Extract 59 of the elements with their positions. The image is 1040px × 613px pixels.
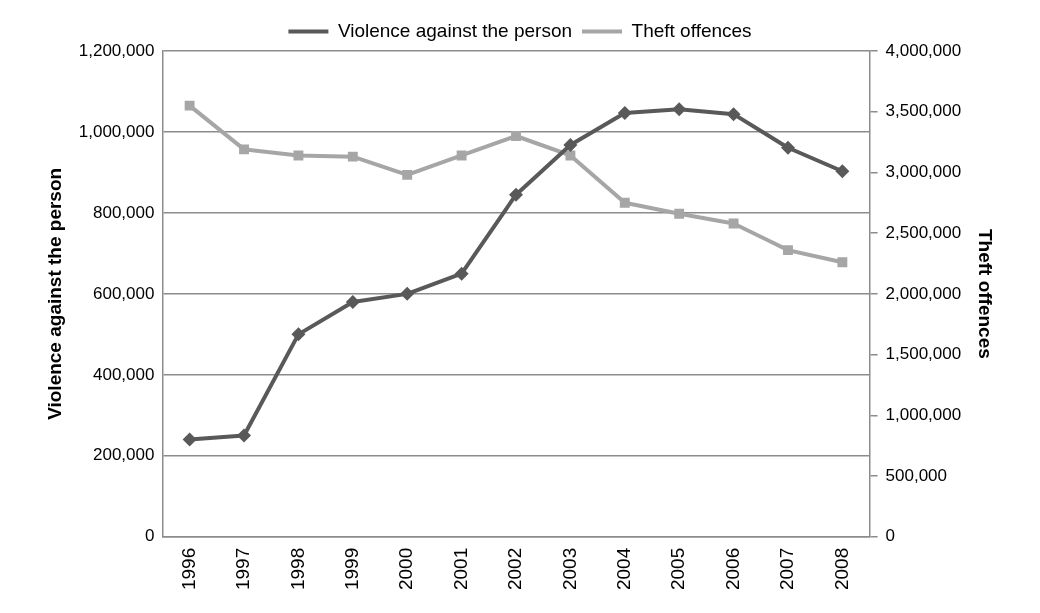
y2-tick-label: 2,500,000 (885, 222, 962, 242)
point (563, 137, 578, 152)
point (780, 140, 795, 155)
point (237, 428, 252, 443)
point (347, 151, 358, 162)
point (672, 102, 687, 117)
legend-label: Theft offences (631, 19, 752, 41)
point (293, 150, 304, 161)
point (509, 187, 523, 202)
point (511, 131, 521, 141)
y2-tick-label: 3,000,000 (885, 162, 962, 182)
x-tick-label: 2002 (504, 547, 526, 591)
x-tick-label: 2004 (613, 547, 635, 591)
point (835, 164, 850, 179)
y2-tick-label: 4,000,000 (885, 40, 962, 60)
y2-tick-label: 500,000 (885, 465, 948, 485)
point (402, 169, 413, 180)
y-tick-label: 400,000 (92, 364, 155, 384)
point (837, 257, 848, 268)
point (184, 100, 195, 111)
x-tick-label: 1996 (177, 547, 199, 591)
point (456, 150, 467, 161)
x-tick-label: 2000 (395, 547, 417, 591)
point (239, 144, 249, 155)
y2-axis-title: Theft offences (975, 228, 997, 359)
y2-tick-label: 0 (885, 526, 896, 546)
point (619, 197, 630, 208)
point (345, 294, 360, 309)
y2-tick-label: 1,500,000 (885, 344, 962, 364)
point (783, 245, 793, 256)
y-tick-label: 1,200,000 (78, 40, 155, 60)
y-tick-label: 200,000 (92, 445, 155, 465)
x-tick-label: 2007 (776, 547, 798, 591)
y-tick-label: 800,000 (92, 202, 155, 222)
x-tick-label: 1997 (232, 547, 254, 591)
point (454, 266, 469, 281)
point (182, 432, 197, 447)
y2-tick-label: 3,500,000 (885, 101, 962, 121)
point (726, 107, 741, 122)
x-tick-label: 2005 (667, 547, 689, 591)
point (617, 105, 632, 120)
point (400, 286, 415, 301)
x-tick-label: 1998 (286, 547, 308, 591)
point (728, 218, 739, 229)
x-tick-label: 2003 (558, 547, 580, 591)
x-tick-label: 2008 (830, 547, 852, 591)
y-tick-label: 0 (144, 526, 155, 546)
y-tick-label: 600,000 (92, 283, 155, 303)
y2-tick-label: 1,000,000 (885, 404, 962, 424)
x-tick-label: 1999 (341, 547, 363, 591)
x-tick-label: 2006 (721, 547, 743, 591)
point (291, 327, 306, 342)
y2-tick-label: 2,000,000 (885, 283, 962, 303)
point (565, 150, 576, 161)
y-tick-label: 1,000,000 (78, 121, 155, 141)
point (674, 208, 685, 219)
legend-label: Violence against the person (337, 19, 573, 41)
x-tick-label: 2001 (449, 547, 471, 591)
y-axis-title: Violence against the person (43, 167, 65, 420)
